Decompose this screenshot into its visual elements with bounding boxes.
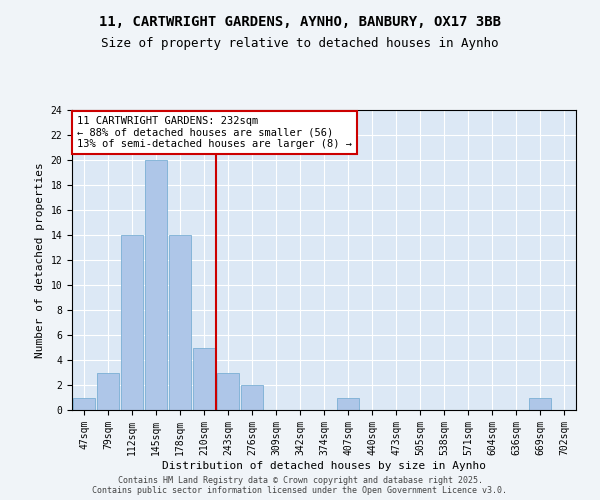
- Bar: [193, 348, 215, 410]
- Bar: [121, 235, 143, 410]
- Bar: [337, 398, 359, 410]
- Text: Contains HM Land Registry data © Crown copyright and database right 2025.
Contai: Contains HM Land Registry data © Crown c…: [92, 476, 508, 495]
- X-axis label: Distribution of detached houses by size in Aynho: Distribution of detached houses by size …: [162, 460, 486, 470]
- Bar: [169, 235, 191, 410]
- Y-axis label: Number of detached properties: Number of detached properties: [35, 162, 45, 358]
- Bar: [241, 385, 263, 410]
- Bar: [97, 372, 119, 410]
- Bar: [217, 372, 239, 410]
- Text: 11 CARTWRIGHT GARDENS: 232sqm
← 88% of detached houses are smaller (56)
13% of s: 11 CARTWRIGHT GARDENS: 232sqm ← 88% of d…: [77, 116, 352, 149]
- Bar: [529, 398, 551, 410]
- Bar: [73, 398, 95, 410]
- Text: Size of property relative to detached houses in Aynho: Size of property relative to detached ho…: [101, 38, 499, 51]
- Text: 11, CARTWRIGHT GARDENS, AYNHO, BANBURY, OX17 3BB: 11, CARTWRIGHT GARDENS, AYNHO, BANBURY, …: [99, 15, 501, 29]
- Bar: [145, 160, 167, 410]
